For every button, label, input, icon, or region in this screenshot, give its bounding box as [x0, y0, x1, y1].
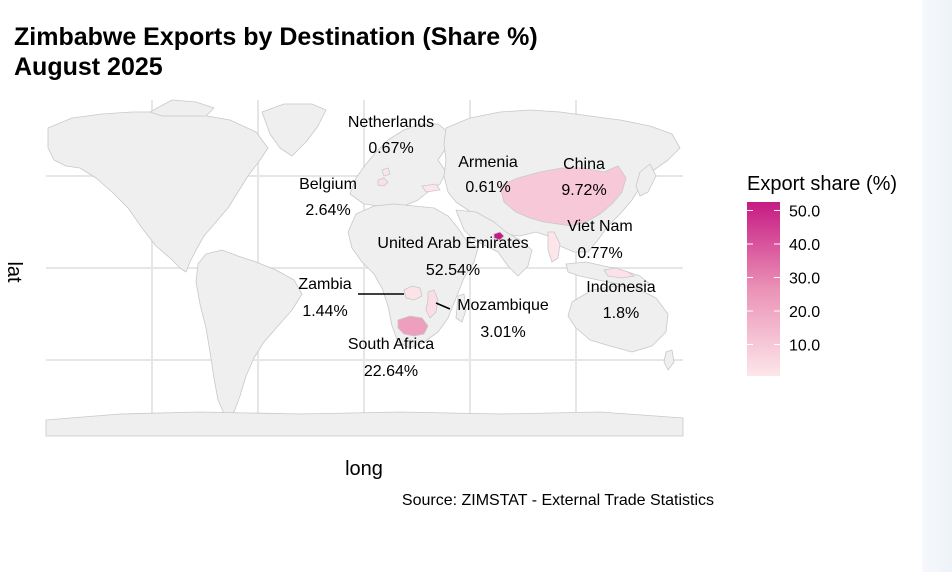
legend-tick-label: 50.0 — [789, 204, 820, 221]
legend-tick-label: 10.0 — [789, 338, 820, 355]
label-viet-nam-value: 0.77% — [577, 245, 622, 262]
country-fill-armenia — [421, 183, 441, 193]
land-australia — [567, 285, 669, 353]
chart-title-line-1: Zimbabwe Exports by Destination (Share %… — [14, 23, 538, 51]
label-viet-nam-name: Viet Nam — [567, 218, 633, 235]
label-armenia-value: 0.61% — [465, 179, 510, 196]
legend-ticks: 10.0 20.0 30.0 40.0 50.0 — [747, 204, 820, 355]
label-armenia-name: Armenia — [458, 154, 518, 171]
land-africa — [347, 203, 479, 349]
color-legend: Export share (%) 10.0 20.0 30.0 40.0 50.0 — [747, 173, 897, 376]
label-belgium-name: Belgium — [299, 176, 357, 193]
label-belgium-value: 2.64% — [305, 202, 350, 219]
label-zambia-value: 1.44% — [302, 303, 347, 320]
source-caption: Source: ZIMSTAT - External Trade Statist… — [402, 492, 714, 509]
legend-tick-label: 40.0 — [789, 237, 820, 254]
country-fill-belgium — [377, 177, 389, 187]
land-madagascar — [455, 293, 467, 323]
label-uae-value: 52.54% — [426, 262, 480, 279]
label-netherlands-name: Netherlands — [348, 114, 434, 131]
land-south-america — [195, 249, 303, 419]
country-fill-uae — [493, 231, 505, 241]
mozambique-leader-line — [435, 302, 451, 310]
land-japan — [635, 163, 657, 197]
country-labels: Netherlands 0.67% Armenia 0.61% China 9.… — [298, 114, 655, 380]
legend-tick-label: 30.0 — [789, 271, 820, 288]
legend-title: Export share (%) — [747, 173, 897, 195]
country-fill-indonesia — [603, 267, 636, 279]
label-indonesia-value: 1.8% — [603, 305, 639, 322]
legend-colorbar — [747, 202, 780, 376]
legend-tick-label: 20.0 — [789, 304, 820, 321]
land-new-zealand — [663, 349, 675, 371]
chart-title: Zimbabwe Exports by Destination (Share %… — [14, 22, 538, 82]
country-fill-zambia — [403, 285, 423, 301]
label-south-africa-name: South Africa — [348, 336, 434, 353]
land-arabia-india — [455, 209, 533, 277]
chart-title-line-2: August 2025 — [14, 53, 163, 81]
country-fill-netherlands — [381, 167, 391, 177]
label-uae-name: United Arab Emirates — [377, 235, 528, 252]
label-netherlands-value: 0.67% — [368, 140, 413, 157]
country-fill-china — [499, 165, 627, 227]
land-antarctica — [45, 411, 684, 437]
label-zambia-name: Zambia — [298, 276, 351, 293]
label-mozambique-name: Mozambique — [457, 297, 549, 314]
label-indonesia-name: Indonesia — [586, 279, 655, 296]
y-axis-title: lat — [3, 261, 25, 283]
country-fill-south-africa — [397, 315, 429, 337]
label-south-africa-value: 22.64% — [364, 363, 418, 380]
land-greenland — [261, 103, 327, 157]
highlighted-countries — [377, 165, 636, 337]
country-fill-viet-nam — [547, 231, 561, 263]
x-axis-title: long — [345, 458, 383, 480]
label-mozambique-value: 3.01% — [480, 324, 525, 341]
label-china-name: China — [563, 156, 605, 173]
label-china-value: 9.72% — [561, 182, 606, 199]
land-north-america — [47, 111, 269, 273]
page-edge-shadow — [922, 0, 952, 572]
country-fill-mozambique — [425, 289, 439, 319]
land-canada-islands — [149, 99, 215, 117]
